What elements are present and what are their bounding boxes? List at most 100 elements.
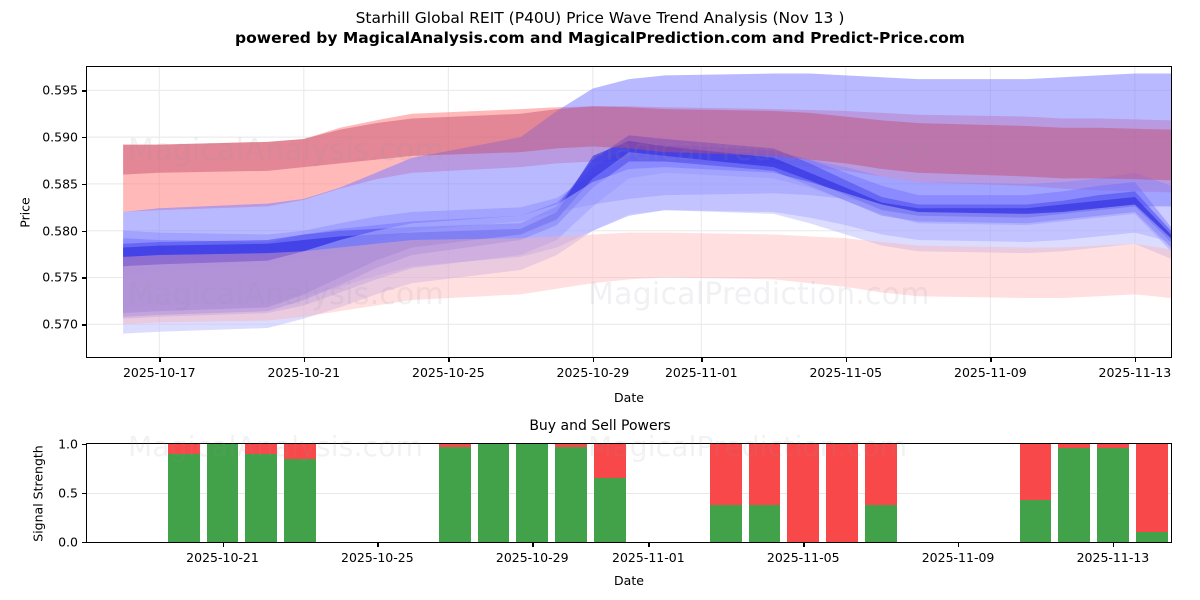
ytick-label-signal: 0.5 [58, 485, 78, 501]
xtick-label-date: 2025-10-29 [556, 365, 630, 380]
buy-power-segment [864, 504, 897, 542]
buy-power-segment [167, 453, 200, 542]
band-bearish-lower-wash [123, 232, 1171, 325]
xtick-label-date: 2025-11-09 [921, 550, 995, 565]
ytick-label-price: 0.585 [42, 176, 78, 192]
buy-power-segment [438, 446, 471, 542]
ytick-label-price: 0.595 [42, 82, 78, 98]
sell-power-segment [1097, 444, 1129, 448]
sell-power-segment [1135, 444, 1168, 533]
xtick-mark [958, 543, 960, 547]
ytick-mark [82, 90, 86, 92]
ytick-mark [82, 493, 86, 495]
ytick-label-price: 0.580 [42, 223, 78, 239]
bar-2025-11-04[interactable] [748, 444, 781, 542]
xtick-mark [845, 358, 848, 362]
sell-power-segment [167, 444, 200, 454]
buy-power-segment [516, 444, 549, 542]
sell-power-segment [1058, 444, 1091, 448]
bar-2025-10-28[interactable] [477, 444, 510, 542]
buy-power-segment [245, 453, 278, 542]
xtick-label-date: 2025-10-29 [495, 550, 569, 565]
price-wave-chart [86, 66, 1172, 358]
bar-2025-10-27[interactable] [438, 444, 471, 542]
xtick-mark [1134, 358, 1137, 362]
buy-power-segment [1019, 499, 1052, 542]
bar-2025-10-29[interactable] [516, 444, 549, 542]
buy-power-segment [709, 504, 742, 542]
bar-2025-11-13[interactable] [1097, 444, 1129, 542]
xtick-mark [592, 358, 595, 362]
bar-2025-10-20[interactable] [167, 444, 200, 542]
xtick-label-date: 2025-11-01 [612, 550, 685, 565]
xtick-mark [803, 543, 805, 547]
bar-2025-11-05[interactable] [787, 444, 820, 542]
buy-power-segment [284, 458, 316, 542]
sell-power-segment [555, 444, 587, 447]
band-bullish-light-wash [123, 167, 1171, 334]
ytick-mark [82, 183, 86, 186]
xtick-mark [303, 358, 306, 362]
xtick-mark [222, 543, 224, 547]
sell-power-segment [864, 444, 897, 505]
bar-2025-11-14[interactable] [1135, 444, 1168, 542]
bar-2025-10-22[interactable] [245, 444, 278, 542]
ytick-label-signal: 1.0 [58, 436, 78, 452]
bar-2025-10-30[interactable] [555, 444, 587, 542]
sell-power-segment [1019, 444, 1052, 500]
sell-power-segment [709, 444, 742, 505]
ytick-mark [82, 444, 86, 446]
bar-2025-10-23[interactable] [284, 444, 316, 542]
xtick-label-date: 2025-10-17 [122, 365, 196, 380]
signal-strength-axis-label: Signal Strength [30, 445, 46, 542]
date-axis-label-bottom: Date [614, 573, 644, 588]
xtick-mark [448, 358, 450, 362]
ytick-mark [82, 324, 86, 326]
buy-power-segment [1135, 532, 1168, 542]
xtick-label-date: 2025-10-21 [267, 365, 341, 380]
ytick-mark [82, 137, 86, 139]
page-title: Starhill Global REIT (P40U) Price Wave T… [355, 9, 845, 27]
xtick-mark [1112, 543, 1115, 547]
chart-title-block: Starhill Global REIT (P40U) Price Wave T… [0, 8, 1200, 49]
bar-2025-11-11[interactable] [1019, 444, 1052, 542]
sell-power-segment [593, 444, 626, 479]
buy-sell-chart [86, 443, 1172, 543]
ytick-label-signal: 0.0 [58, 534, 78, 550]
sell-power-segment [787, 444, 820, 542]
sell-power-segment [748, 444, 781, 505]
xtick-mark [159, 358, 161, 362]
bar-2025-11-06[interactable] [826, 444, 858, 542]
xtick-label-date: 2025-11-05 [766, 550, 840, 565]
bar-2025-10-31[interactable] [593, 444, 626, 542]
buy-power-segment [748, 504, 781, 542]
ytick-mark [82, 230, 86, 232]
bar-2025-11-12[interactable] [1058, 444, 1091, 542]
ytick-mark [82, 277, 86, 279]
date-axis-label-top: Date [614, 390, 644, 405]
buy-power-segment [206, 444, 239, 542]
sell-power-segment [245, 444, 278, 454]
bar-container [87, 444, 1171, 542]
band-bearish-inner-band [123, 106, 1171, 181]
ytick-label-price: 0.570 [42, 316, 78, 332]
xtick-label-date: 2025-11-05 [809, 365, 883, 380]
xtick-label-date: 2025-11-01 [664, 365, 738, 380]
buy-power-segment [1097, 447, 1129, 542]
ytick-label-price: 0.590 [42, 129, 78, 145]
price-wave-plot-area [87, 67, 1171, 357]
bar-2025-11-03[interactable] [709, 444, 742, 542]
ytick-mark [82, 542, 86, 544]
xtick-label-date: 2025-11-13 [1098, 365, 1172, 380]
xtick-label-date: 2025-10-21 [186, 550, 259, 565]
xtick-mark [648, 543, 650, 547]
bar-2025-10-21[interactable] [206, 444, 239, 542]
xtick-label-date: 2025-10-25 [341, 550, 414, 565]
price-axis-label: Price [17, 197, 33, 228]
buy-power-segment [477, 444, 510, 542]
buy-sell-title: Buy and Sell Powers [529, 418, 671, 434]
bar-2025-11-07[interactable] [864, 444, 897, 542]
buy-power-segment [555, 446, 587, 542]
buy-power-segment [1058, 447, 1091, 542]
sell-power-segment [284, 444, 316, 459]
